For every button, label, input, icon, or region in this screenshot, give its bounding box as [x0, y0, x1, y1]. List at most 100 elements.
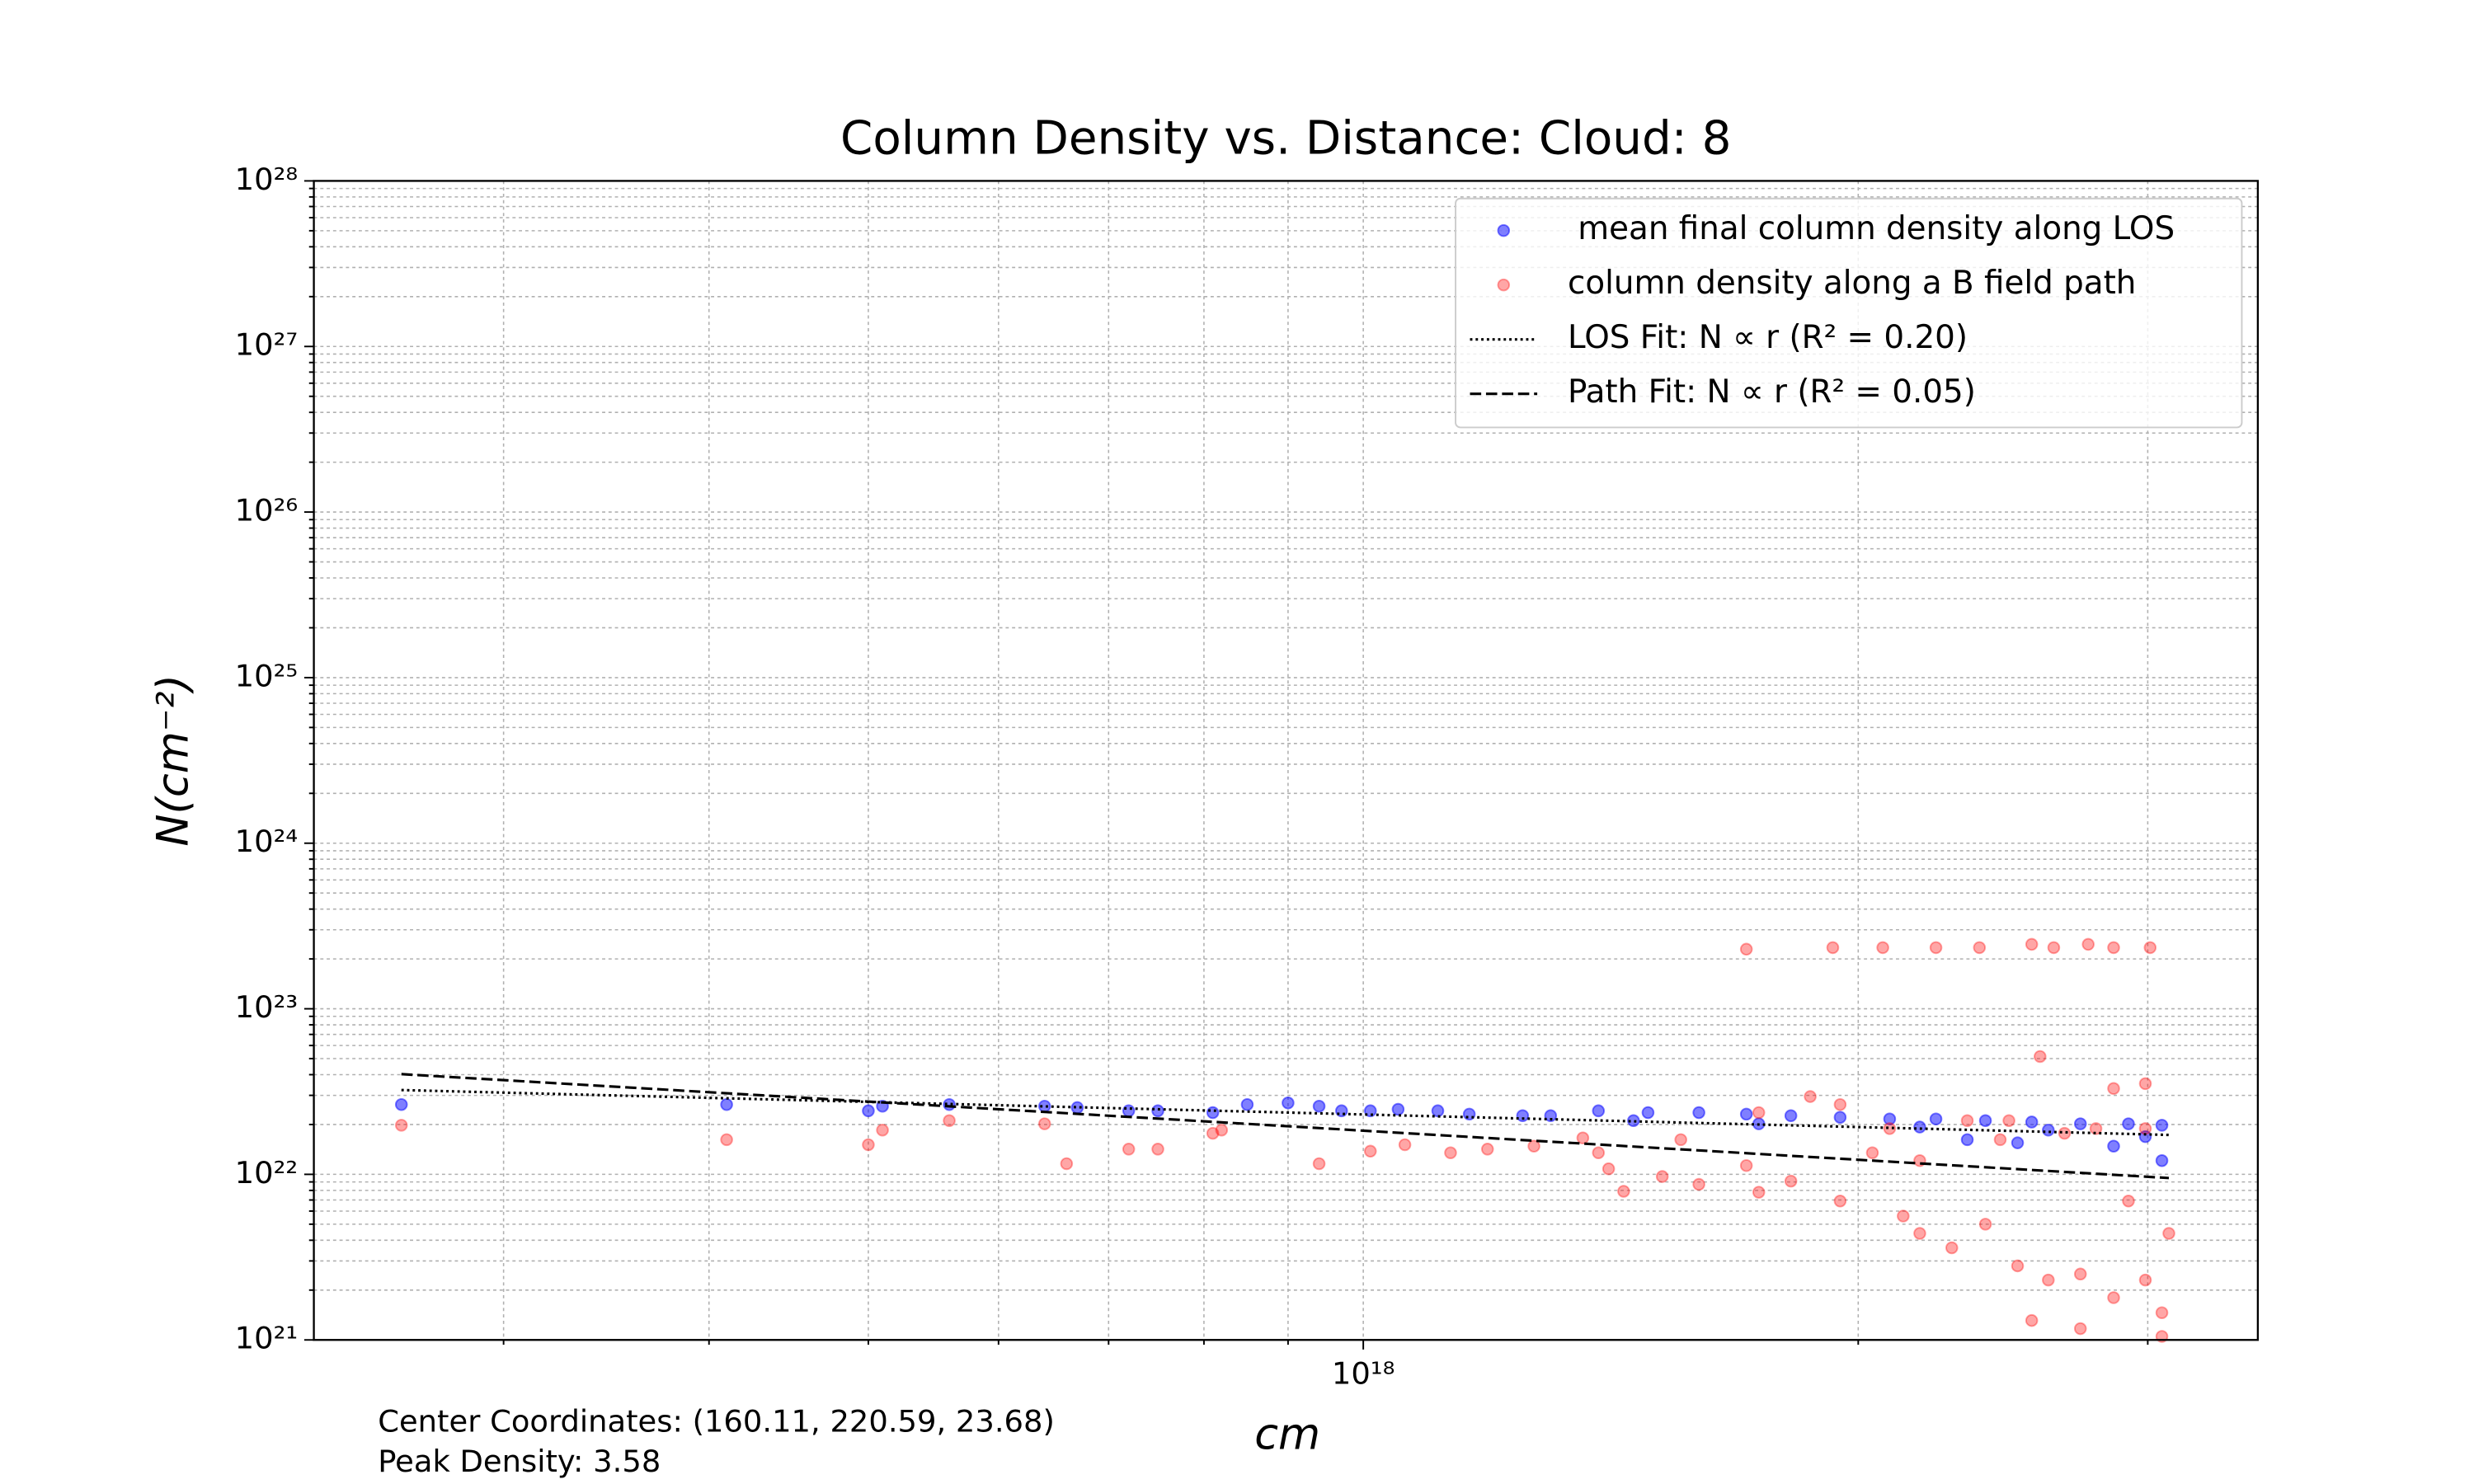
axes-frame	[313, 180, 2260, 1341]
scatter-point	[1752, 1186, 1766, 1199]
scatter-point	[1602, 1162, 1616, 1176]
scatter-point	[1826, 941, 1840, 955]
scatter-point	[1960, 1133, 1974, 1147]
scatter-point	[2143, 941, 2157, 955]
scatter-point	[2155, 1119, 2169, 1132]
scatter-point	[1833, 1097, 1847, 1111]
scatter-point	[2073, 1322, 2087, 1336]
scatter-point	[1784, 1109, 1798, 1123]
scatter-point	[1692, 1177, 1705, 1191]
scatter-point	[1784, 1174, 1798, 1188]
scatter-point	[1739, 1158, 1753, 1172]
scatter-point	[1692, 1106, 1705, 1120]
scatter-point	[720, 1097, 733, 1111]
scatter-point	[2107, 1291, 2120, 1304]
scatter-point	[2162, 1227, 2175, 1240]
scatter-point	[1060, 1157, 1074, 1171]
scatter-point	[2122, 1195, 2135, 1208]
scatter-point	[1804, 1090, 1817, 1103]
scatter-point	[2089, 1122, 2103, 1135]
scatter-point	[720, 1133, 733, 1147]
scatter-point	[2122, 1117, 2135, 1130]
scatter-point	[1151, 1143, 1164, 1156]
scatter-point	[2011, 1259, 2025, 1273]
scatter-point	[1978, 1218, 1992, 1231]
scatter-point	[2058, 1126, 2072, 1140]
scatter-point	[2073, 1117, 2087, 1130]
scatter-point	[862, 1104, 875, 1118]
grid: 10²¹ 10²² 10²³ 10²⁴ 10²⁵ 10²⁶ 10²⁷ 10²⁸ 10¹⁸	[235, 162, 2258, 1391]
annotation: Center Coordinates: (160.11, 220.59, 23.…	[378, 1404, 1055, 1439]
scatter-point	[2107, 941, 2120, 955]
scatter-point	[1544, 1109, 1558, 1123]
y-tick-label: 10²¹	[235, 1321, 299, 1356]
legend-box	[1455, 197, 2243, 429]
scatter-point	[862, 1138, 875, 1152]
scatter-point	[1960, 1114, 1974, 1128]
scatter-point	[2073, 1267, 2087, 1281]
scatter-point	[2011, 1136, 2025, 1149]
scatter-point	[1929, 1112, 1943, 1126]
scatter-point	[1282, 1097, 1295, 1110]
annotation: Peak Density: 3.58	[378, 1444, 661, 1479]
scatter-point	[1627, 1114, 1640, 1128]
scatter-point	[1206, 1126, 1220, 1140]
scatter-point	[2155, 1154, 2169, 1167]
scatter-point	[1240, 1097, 1254, 1111]
scatter-point	[2025, 1313, 2039, 1327]
legend-marker	[1497, 278, 1511, 292]
fit-line	[401, 1073, 2170, 1180]
y-tick-label: 10²⁵	[235, 658, 299, 693]
scatter-point	[1674, 1133, 1687, 1147]
y-tick-label: 10²⁴	[235, 824, 299, 859]
scatter-point	[394, 1119, 408, 1132]
legend-label: column density along a B field path	[1568, 265, 2136, 302]
y-axis-label: N(cm⁻²)	[148, 674, 199, 847]
scatter-point	[1865, 1146, 1879, 1160]
y-tick-label: 10²⁷	[235, 327, 299, 363]
scatter-point	[1576, 1131, 1590, 1144]
legend-marker	[1497, 223, 1511, 237]
scatter-point	[1883, 1112, 1897, 1126]
scatter-point	[2042, 1123, 2055, 1137]
scatter-point	[1516, 1109, 1530, 1123]
scatter-point	[1398, 1138, 1412, 1152]
scatter-point	[394, 1097, 408, 1111]
x-axis-label: cm	[1254, 1410, 1320, 1460]
scatter-point	[2107, 1082, 2120, 1096]
scatter-point	[2107, 1139, 2120, 1153]
scatter-point	[1739, 942, 1753, 956]
scatter-point	[1444, 1146, 1457, 1160]
scatter-point	[1206, 1106, 1220, 1120]
scatter-point	[2138, 1129, 2152, 1144]
scatter-point	[1592, 1146, 1606, 1160]
scatter-point	[1897, 1209, 1910, 1223]
scatter-point	[1752, 1106, 1766, 1120]
scatter-point	[1592, 1104, 1606, 1118]
scatter-point	[2138, 1122, 2152, 1135]
y-tick-label: 10²⁸	[235, 162, 299, 197]
scatter-point	[1641, 1106, 1655, 1120]
y-tick-label: 10²²	[235, 1155, 299, 1190]
scatter-point	[2042, 1273, 2055, 1287]
scatter-point	[1391, 1102, 1405, 1116]
scatter-point	[1833, 1195, 1847, 1208]
scatter-point	[2034, 1050, 2047, 1064]
y-tick-label: 10²³	[235, 989, 299, 1025]
scatter-point	[1122, 1104, 1136, 1118]
scatter-point	[2002, 1114, 2015, 1128]
scatter-point	[876, 1123, 889, 1137]
scatter-point	[1312, 1157, 1326, 1171]
plot-area	[394, 937, 2175, 1343]
scatter-point	[1122, 1143, 1136, 1156]
scatter-point	[1876, 941, 1889, 955]
scatter-point	[1617, 1185, 1630, 1198]
legend-label: Path Fit: N ∝ r (R² = 0.05)	[1568, 373, 1976, 411]
scatter-point	[1929, 941, 1943, 955]
chart-title: Column Density vs. Distance: Cloud: 8	[840, 111, 1731, 165]
scatter-point	[2155, 1306, 2169, 1320]
scatter-point	[1883, 1122, 1897, 1135]
legend-label: mean final column density along LOS	[1568, 210, 2175, 247]
scatter-point	[2047, 941, 2061, 955]
